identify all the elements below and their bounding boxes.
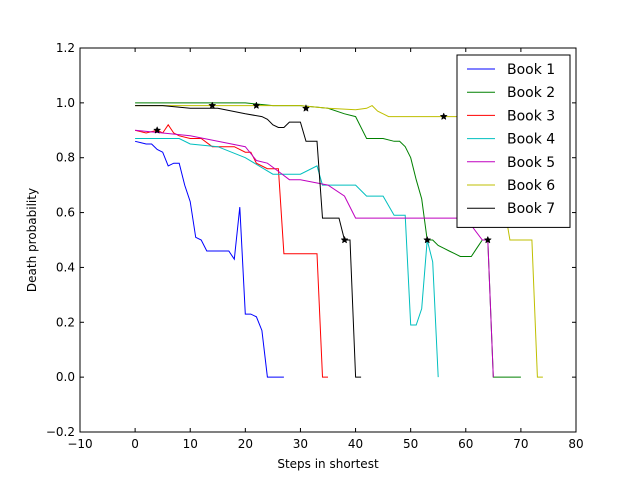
x-tick-label: 40 (348, 437, 363, 451)
y-axis-label: Death probability (25, 188, 39, 292)
y-tick-label: 0.2 (56, 315, 75, 329)
data-point-star-marker (208, 101, 217, 110)
legend-label: Book 5 (507, 155, 555, 171)
x-axis-label: Steps in shortest (277, 457, 379, 471)
x-tick-label: 80 (568, 437, 583, 451)
series-line-book-6 (135, 104, 543, 378)
x-tick-label: 10 (183, 437, 198, 451)
series-line-book-7 (135, 105, 362, 378)
legend-box (456, 54, 571, 228)
y-tick-label: 0.4 (56, 260, 75, 274)
data-point-star-marker (483, 235, 492, 244)
legend-label: Book 3 (507, 108, 555, 124)
x-tick-label: 60 (458, 437, 473, 451)
data-point-star-marker (153, 126, 162, 134)
y-tick-label: 1.2 (56, 41, 75, 55)
y-axis-ticks: −0.2 0.0 0.2 0.4 0.6 0.8 1.0 1.2 (46, 41, 576, 439)
x-tick-label: 0 (131, 437, 139, 451)
y-tick-label: 0.8 (56, 151, 75, 165)
legend-label: Book 6 (507, 178, 555, 194)
x-axis-ticks: −10 0 10 20 30 40 50 60 70 80 (67, 48, 584, 451)
y-tick-label: 0.0 (56, 370, 75, 384)
legend: Book 1 Book 2 Book 3 Book 4 Book 5 Book 6 Book… (456, 54, 571, 228)
data-point-star-marker (301, 104, 310, 112)
x-tick-label: 70 (513, 437, 528, 451)
series-layer (134, 102, 543, 378)
x-tick-label: 20 (238, 437, 253, 451)
series-line-book-1 (134, 140, 284, 378)
data-point-star-marker (252, 101, 261, 110)
y-tick-label: 0.6 (56, 206, 75, 220)
series-line-book-4 (135, 138, 439, 378)
series-line-book-2 (135, 102, 521, 378)
data-point-star-marker (423, 235, 432, 244)
legend-label: Book 4 (507, 132, 555, 148)
legend-label: Book 2 (507, 85, 555, 101)
series-line-book-3 (134, 123, 328, 378)
x-tick-label: 30 (293, 437, 308, 451)
data-point-star-marker (439, 112, 448, 121)
data-point-star-marker (340, 235, 349, 244)
plot-frame (79, 47, 577, 433)
legend-label: Book 7 (507, 201, 555, 217)
x-tick-label: −10 (67, 437, 92, 451)
y-tick-label: −0.2 (46, 425, 75, 439)
y-tick-label: 1.0 (56, 96, 75, 110)
legend-label: Book 1 (507, 62, 555, 78)
x-tick-label: 50 (403, 437, 418, 451)
marker-layer (153, 101, 492, 244)
